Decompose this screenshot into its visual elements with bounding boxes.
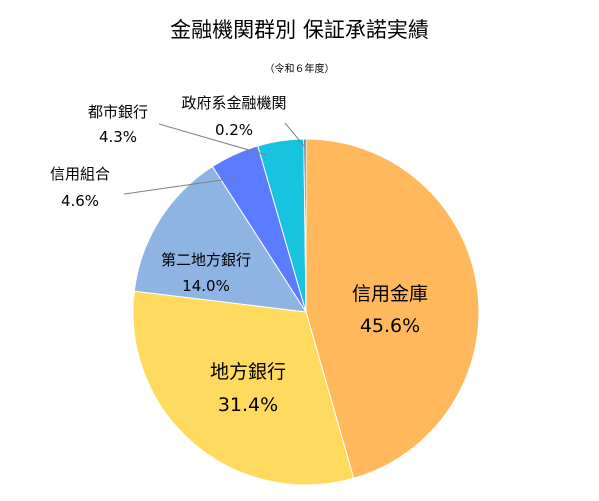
slice-label-dainichiho-ginko: 第二地方銀行 [161,251,251,269]
pie-slice-seifukei [303,138,307,313]
slice-value-chiho-ginko: 31.4% [218,394,278,416]
slice-value-seifukei: 0.2% [215,121,253,139]
leader-line-shinyo-kumiai [123,177,237,195]
pie-slice-shinyo-kinko [305,138,480,479]
slice-label-chiho-ginko: 地方銀行 [210,361,286,383]
slice-label-shinyo-kinko: 信用金庫 [352,283,428,305]
slice-label-seifukei: 政府系金融機関 [181,94,286,112]
slice-label-toshi-ginko: 都市銀行 [88,103,148,121]
slice-value-dainichiho-ginko: 14.0% [182,277,230,295]
leader-line-seifukei [284,122,305,147]
chart-subtitle: （令和６年度） [264,64,335,75]
pie-slice-dainichiho-ginko [133,165,307,313]
slice-value-shinyo-kinko: 45.6% [360,315,420,337]
pie-slice-chiho-ginko [132,290,355,486]
chart-title: 金融機関群別 保証承諾実績 [170,18,429,42]
slice-value-toshi-ginko: 4.3% [99,128,137,146]
leader-line-toshi-ginko [158,123,267,156]
slice-value-shinyo-kumiai: 4.6% [61,192,99,210]
slice-label-shinyo-kumiai: 信用組合 [50,165,110,183]
